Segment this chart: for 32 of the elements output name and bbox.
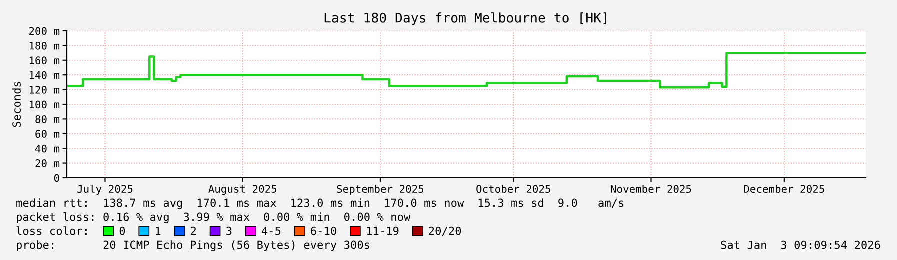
y-tick-label: 100 m <box>30 100 60 109</box>
x-tick-label: August 2025 <box>208 185 277 196</box>
y-tick-label: 0 <box>54 174 60 182</box>
y-tick-label: 200 m <box>29 27 60 36</box>
legend-label: 4-5 <box>262 226 281 236</box>
legend-label: 3 <box>226 226 232 236</box>
text: probe: 20 ICMP Echo Pings (56 Bytes) every 300s <box>17 240 370 252</box>
x-tick-label: July 2025 <box>78 184 133 196</box>
legend-label: 1 <box>156 226 161 236</box>
legend-label: 2 <box>191 226 196 236</box>
legend-label: 11-19 <box>367 226 399 236</box>
y-tick-label: 60 m <box>36 130 60 138</box>
chart-title: Last 180 Days from Melbourne to [HK] <box>324 12 607 26</box>
y-tick-label: 160 m <box>30 56 60 65</box>
x-tick-label: December 2025 <box>744 185 824 194</box>
legend-label: 20/20 <box>429 226 462 236</box>
text: median rtt: 138.7 ms avg 170.1 ms max 123.0 ms min 170.0 ms now 15.3 ms sd 9.0 am/s <box>16 198 624 210</box>
x-tick-label: September 2025 <box>337 185 424 196</box>
y-tick-label: 120 m <box>30 86 60 94</box>
text: loss color: <box>16 226 87 236</box>
y-tick-label: 40 m <box>35 144 60 153</box>
y-tick-label: 180 m <box>30 42 60 50</box>
x-tick-label: October 2025 <box>476 185 550 194</box>
y-tick-label: 140 m <box>30 71 60 80</box>
legend-label: 0 <box>120 226 126 236</box>
y-tick-label: 20 m <box>36 160 60 168</box>
text: Sat Jan 3 09:09:54 2026 <box>721 240 880 250</box>
x-tick-label: November 2025 <box>611 185 692 194</box>
legend-label: 6-10 <box>311 226 336 236</box>
text: packet loss: 0.16 % avg 3.99 % max 0.00 % min 0.00 % now <box>17 212 411 224</box>
y-axis-title: Seconds <box>12 82 21 128</box>
y-tick-label: 80 m <box>36 115 60 124</box>
